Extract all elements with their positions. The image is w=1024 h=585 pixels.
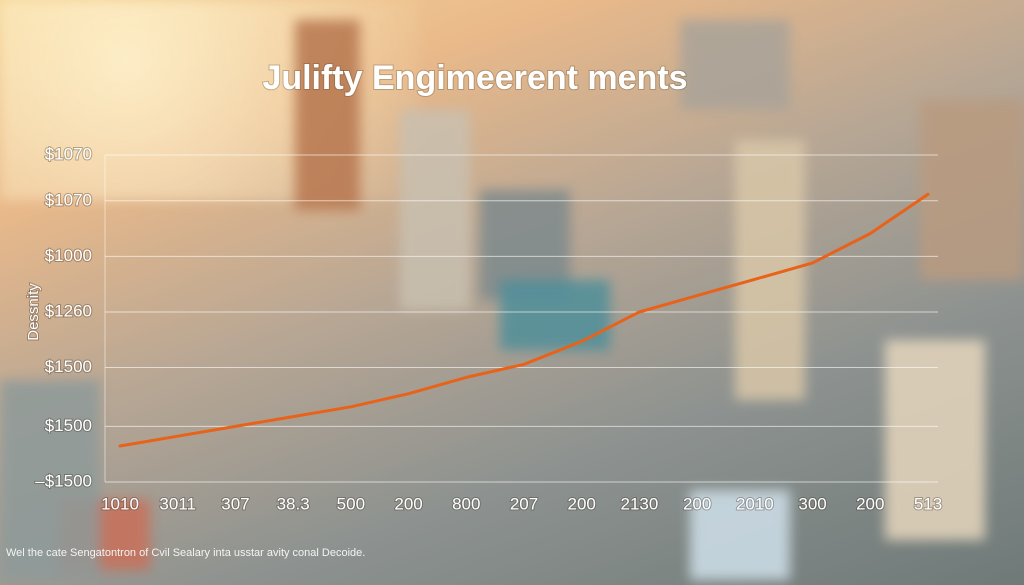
chart-title: Julifty Engimeerent ments (262, 59, 687, 97)
x-tick-label: 2010 (736, 494, 774, 513)
y-axis-label: Dessnity (25, 283, 42, 341)
y-tick-label: $1500 (45, 357, 92, 376)
x-tick-label: 207 (510, 494, 538, 513)
y-tick-label: $1070 (45, 144, 92, 163)
x-tick-label: 200 (683, 494, 711, 513)
building (735, 140, 805, 400)
building (400, 110, 470, 310)
building (920, 100, 1024, 280)
roof (500, 280, 610, 350)
x-tick-label: 300 (798, 494, 826, 513)
building (295, 20, 360, 210)
building (0, 380, 100, 580)
y-tick-label: $1070 (45, 190, 92, 209)
x-tick-label: 3011 (159, 494, 196, 513)
x-tick-label: 200 (856, 494, 884, 513)
x-tick-label: 307 (221, 494, 249, 513)
footnote: Wel the cate Sengatontron of Cvil Sealar… (6, 547, 365, 559)
y-tick-label: $1000 (45, 246, 92, 265)
x-tick-label: 513 (914, 494, 942, 513)
x-tick-label: 200 (568, 494, 596, 513)
building (680, 20, 790, 110)
x-tick-label: 500 (337, 494, 365, 513)
x-tick-label: 800 (452, 494, 480, 513)
building (690, 490, 790, 580)
x-tick-label: 200 (394, 494, 422, 513)
x-tick-label: 1010 (101, 494, 139, 513)
y-tick-label: $1260 (45, 301, 92, 320)
building (885, 340, 985, 540)
y-tick-label: $1500 (45, 416, 92, 435)
line-series (118, 192, 930, 448)
x-tick-label: 2130 (621, 494, 659, 513)
y-tick-label: –$1500 (35, 471, 92, 490)
x-tick-label: 38.3 (277, 494, 310, 513)
